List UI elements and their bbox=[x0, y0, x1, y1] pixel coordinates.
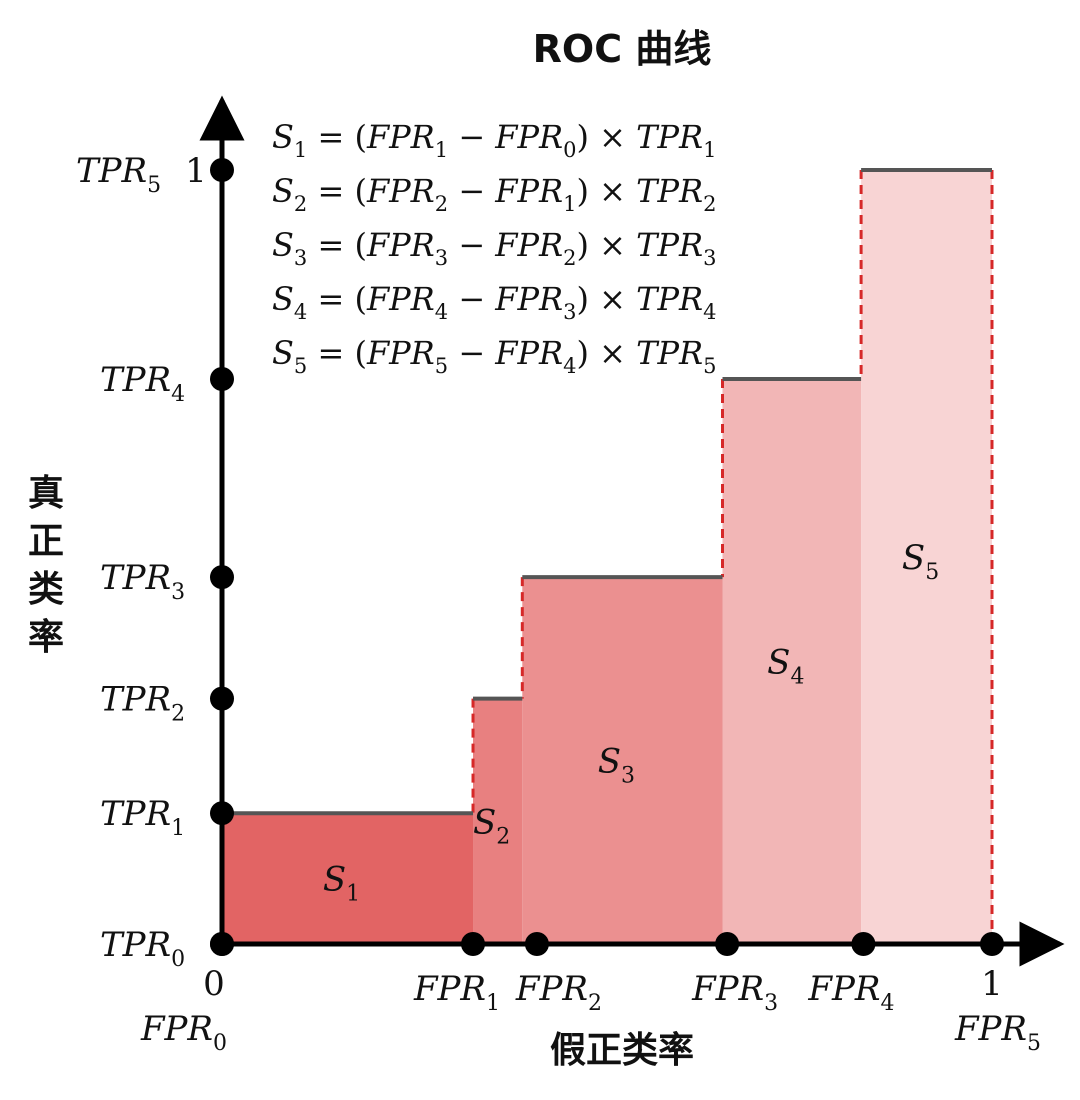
x-point-fpr2 bbox=[524, 932, 549, 956]
y-point-tpr2 bbox=[210, 686, 234, 711]
x-point-fpr5 bbox=[980, 932, 1004, 956]
y-tick-1: 1 bbox=[185, 151, 207, 191]
formula-line-4: S4 = (FPR4 − FPR3) × TPR4 bbox=[272, 280, 716, 324]
x-point-label-fpr0: FPR0 bbox=[140, 1009, 227, 1056]
y-point-tpr1 bbox=[210, 801, 234, 826]
area-s2 bbox=[473, 698, 523, 944]
x-point-label-fpr3: FPR3 bbox=[691, 969, 778, 1016]
formula-line-5: S5 = (FPR5 − FPR4) × TPR5 bbox=[272, 334, 716, 378]
x-point-label-fpr1: FPR1 bbox=[413, 969, 500, 1016]
y-point-label-tpr4: TPR4 bbox=[100, 360, 185, 407]
x-axis-label: 假正类率 bbox=[550, 1030, 694, 1071]
area-s3 bbox=[522, 577, 723, 944]
x-point-label-fpr2: FPR2 bbox=[515, 969, 602, 1016]
point-layer bbox=[210, 158, 1004, 956]
x-point-fpr3 bbox=[715, 932, 740, 956]
area-label-s4: S4 bbox=[767, 642, 804, 689]
x-point-label-fpr5: FPR5 bbox=[954, 1009, 1041, 1056]
y-axis-label: 真正类率 bbox=[28, 473, 64, 658]
formula-block: S1 = (FPR1 − FPR0) × TPR1 S2 = (FPR2 − FP… bbox=[272, 118, 716, 378]
y-point-label-tpr3: TPR3 bbox=[100, 558, 185, 605]
y-point-tpr3 bbox=[210, 565, 234, 590]
label-layer: S1 S2 S3 S4 S5 TPR0 TPR1 TPR2 TPR3 TPR4 TPR5 FPR0 FP… bbox=[76, 151, 1041, 1056]
y-point-tpr5 bbox=[210, 158, 234, 182]
area-s5 bbox=[861, 170, 992, 944]
chart-title: ROC 曲线 bbox=[533, 27, 712, 71]
area-s4 bbox=[722, 378, 862, 945]
area-label-s1: S1 bbox=[323, 860, 360, 907]
y-point-label-tpr1: TPR1 bbox=[100, 794, 185, 841]
formula-line-1: S1 = (FPR1 − FPR0) × TPR1 bbox=[272, 118, 716, 162]
y-point-label-tpr5: TPR5 bbox=[76, 151, 161, 198]
y-point-label-tpr2: TPR2 bbox=[100, 680, 185, 727]
formula-line-3: S3 = (FPR3 − FPR2) × TPR3 bbox=[272, 226, 716, 270]
formula-line-2: S2 = (FPR2 − FPR1) × TPR2 bbox=[272, 172, 716, 216]
dashed-line-layer bbox=[471, 170, 994, 944]
area-label-s5: S5 bbox=[902, 538, 939, 585]
x-tick-0: 0 bbox=[203, 964, 225, 1004]
x-tick-1: 1 bbox=[981, 964, 1003, 1004]
area-s1 bbox=[222, 813, 474, 944]
area-layer bbox=[222, 170, 992, 945]
x-point-fpr1 bbox=[461, 932, 486, 956]
x-point-label-fpr4: FPR4 bbox=[807, 969, 894, 1016]
x-point-fpr0 bbox=[210, 932, 234, 956]
y-point-label-tpr0: TPR0 bbox=[100, 925, 185, 972]
y-point-tpr4 bbox=[210, 366, 234, 391]
area-label-s2: S2 bbox=[473, 802, 510, 849]
x-point-fpr4 bbox=[851, 932, 876, 956]
area-label-s3: S3 bbox=[598, 742, 635, 789]
step-line-layer bbox=[222, 168, 992, 816]
